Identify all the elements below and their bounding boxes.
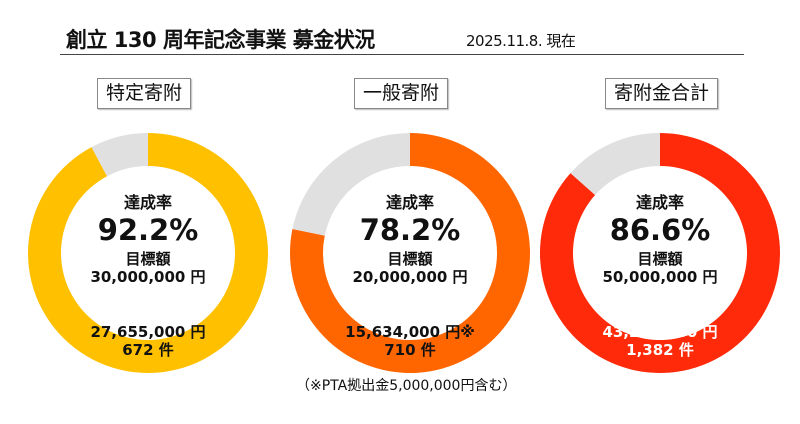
donut-amount-specific: 27,655,000 円 672 件	[27, 323, 269, 359]
rate-value: 86.6%	[609, 213, 711, 247]
title-divider	[60, 54, 744, 55]
target-label: 目標額	[387, 250, 433, 268]
rate-label: 達成率	[123, 193, 172, 212]
donut-remaining-segment	[292, 133, 410, 236]
donut-chart-general	[290, 133, 530, 373]
count-value: 1,382 件	[626, 341, 694, 359]
amount-value: 43,289,000 円	[602, 323, 718, 341]
page-title: 創立 130 周年記念事業 募金状況	[66, 28, 375, 52]
donut-chart-specific	[27, 133, 269, 373]
target-value: 50,000,000 円	[602, 268, 718, 286]
donut-center-specific: 達成率 92.2% 目標額 30,000,000 円	[27, 193, 269, 287]
donut-amount-total: 43,289,000 円 1,382 件	[539, 323, 781, 359]
target-value: 30,000,000 円	[90, 268, 206, 286]
donut-amount-general: 15,634,000 円※ 710 件	[289, 323, 531, 359]
donut-center-general: 達成率 78.2% 目標額 20,000,000 円	[289, 193, 531, 287]
as-of-date: 2025.11.8. 現在	[466, 32, 576, 50]
footnote: （※PTA拠出金5,000,000円含む）	[296, 378, 517, 394]
amount-value: 15,634,000 円※	[345, 323, 475, 341]
rate-value: 78.2%	[359, 213, 461, 247]
target-label: 目標額	[637, 250, 683, 268]
donut-chart-total	[540, 133, 780, 373]
target-label: 目標額	[125, 250, 171, 268]
chart-label-specific: 特定寄附	[97, 78, 192, 109]
chart-label-general: 一般寄附	[354, 78, 449, 109]
chart-label-total: 寄附金合計	[605, 78, 719, 109]
target-value: 20,000,000 円	[352, 268, 468, 286]
count-value: 710 件	[384, 341, 436, 359]
donut-remaining-segment	[570, 133, 660, 196]
donut-remaining-segment	[91, 133, 148, 177]
donut-center-total: 達成率 86.6% 目標額 50,000,000 円	[539, 193, 781, 287]
rate-label: 達成率	[635, 193, 684, 212]
count-value: 672 件	[122, 341, 174, 359]
rate-label: 達成率	[385, 193, 434, 212]
rate-value: 92.2%	[97, 213, 199, 247]
amount-value: 27,655,000 円	[90, 323, 206, 341]
